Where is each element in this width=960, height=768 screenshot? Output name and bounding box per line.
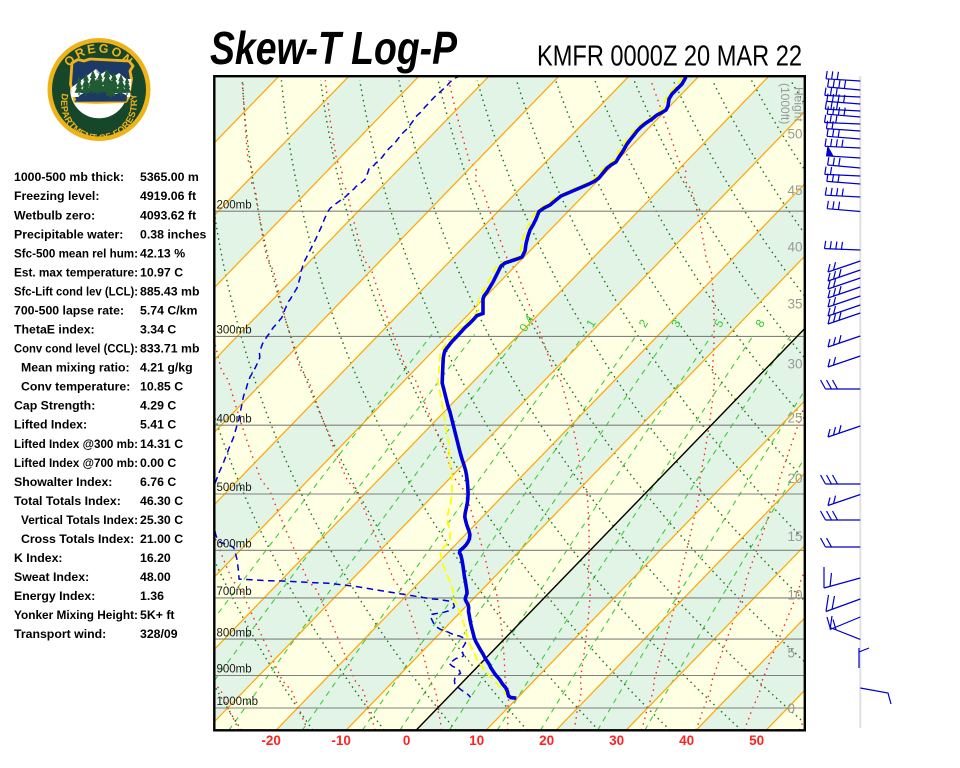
svg-text:Showalter Index:: Showalter Index: xyxy=(14,475,112,489)
svg-text:Est. max temperature:: Est. max temperature: xyxy=(14,265,138,279)
svg-text:42.13 %: 42.13 % xyxy=(140,246,185,260)
svg-text:50: 50 xyxy=(788,127,803,142)
svg-text:10: 10 xyxy=(469,733,484,748)
svg-text:-20: -20 xyxy=(261,733,281,748)
svg-text:1.36: 1.36 xyxy=(140,589,164,603)
svg-text:40: 40 xyxy=(788,240,803,255)
svg-text:6.76 C: 6.76 C xyxy=(140,475,176,489)
svg-text:700mb: 700mb xyxy=(217,586,252,598)
svg-text:0: 0 xyxy=(403,733,411,748)
svg-text:Energy Index:: Energy Index: xyxy=(14,589,95,603)
svg-text:Sfc-500 mean rel hum:: Sfc-500 mean rel hum: xyxy=(14,246,138,260)
svg-text:15: 15 xyxy=(788,529,803,544)
svg-text:4.29 C: 4.29 C xyxy=(140,399,176,413)
svg-text:0: 0 xyxy=(788,701,796,716)
svg-text:Yonker Mixing Height:: Yonker Mixing Height: xyxy=(14,608,138,622)
svg-text:46.30 C: 46.30 C xyxy=(140,494,183,508)
svg-text:900mb: 900mb xyxy=(217,664,252,676)
svg-text:Sfc-Lift cond lev (LCL):: Sfc-Lift cond lev (LCL): xyxy=(14,284,138,298)
svg-text:200mb: 200mb xyxy=(217,199,252,211)
svg-text:885.43 mb: 885.43 mb xyxy=(140,284,199,298)
svg-text:45: 45 xyxy=(788,183,803,198)
svg-text:Lifted Index:: Lifted Index: xyxy=(14,418,87,432)
svg-text:5.74 C/km: 5.74 C/km xyxy=(140,304,197,318)
svg-text:Cross Totals Index:: Cross Totals Index: xyxy=(21,532,134,546)
svg-text:16.20: 16.20 xyxy=(140,551,171,565)
svg-text:Total Totals Index:: Total Totals Index: xyxy=(14,494,121,508)
svg-text:Conv cond level (CCL):: Conv cond level (CCL): xyxy=(14,342,138,356)
svg-text:40: 40 xyxy=(679,733,694,748)
svg-text:KMFR 0000Z 20 MAR 22: KMFR 0000Z 20 MAR 22 xyxy=(537,41,802,73)
svg-text:50: 50 xyxy=(749,733,764,748)
svg-text:Precipitable water:: Precipitable water: xyxy=(14,227,123,241)
svg-text:1000-500 mb thick:: 1000-500 mb thick: xyxy=(14,170,124,184)
svg-text:5.41 C: 5.41 C xyxy=(140,418,176,432)
svg-text:Freezing level:: Freezing level: xyxy=(14,189,99,203)
svg-text:Vertical Totals Index:: Vertical Totals Index: xyxy=(21,513,138,527)
svg-text:800mb: 800mb xyxy=(217,627,252,639)
svg-text:25.30 C: 25.30 C xyxy=(140,513,183,527)
svg-text:4919.06 ft: 4919.06 ft xyxy=(140,189,196,203)
svg-text:30: 30 xyxy=(788,357,803,372)
svg-text:5365.00 m: 5365.00 m xyxy=(140,170,199,184)
svg-text:0.38 inches: 0.38 inches xyxy=(140,227,206,241)
svg-text:Skew-T Log-P: Skew-T Log-P xyxy=(210,22,457,74)
svg-text:500mb: 500mb xyxy=(217,482,252,494)
svg-text:48.00: 48.00 xyxy=(140,570,171,584)
svg-text:700-500 lapse rate:: 700-500 lapse rate: xyxy=(14,304,124,318)
svg-text:4093.62 ft: 4093.62 ft xyxy=(140,208,196,222)
svg-text:Mean mixing ratio:: Mean mixing ratio: xyxy=(21,361,130,375)
svg-text:400mb: 400mb xyxy=(217,413,252,425)
svg-text:833.71 mb: 833.71 mb xyxy=(140,342,199,356)
svg-text:21.00 C: 21.00 C xyxy=(140,532,183,546)
svg-text:Height: Height xyxy=(791,87,805,122)
svg-text:10.97 C: 10.97 C xyxy=(140,265,183,279)
svg-text:328/09: 328/09 xyxy=(140,627,178,641)
svg-text:4.21 g/kg: 4.21 g/kg xyxy=(140,361,193,375)
svg-text:20: 20 xyxy=(788,471,803,486)
svg-text:Lifted Index @700 mb:: Lifted Index @700 mb: xyxy=(14,456,138,470)
svg-text:35: 35 xyxy=(788,297,803,312)
svg-text:300mb: 300mb xyxy=(217,325,252,337)
svg-text:5: 5 xyxy=(788,645,796,660)
svg-text:(1000ft): (1000ft) xyxy=(778,83,792,124)
svg-text:Wetbulb zero:: Wetbulb zero: xyxy=(14,208,95,222)
svg-text:ThetaE index:: ThetaE index: xyxy=(14,323,95,337)
svg-text:K Index:: K Index: xyxy=(14,551,63,565)
svg-text:25: 25 xyxy=(788,410,803,425)
svg-text:20: 20 xyxy=(539,733,554,748)
svg-text:30: 30 xyxy=(609,733,624,748)
svg-text:5K+ ft: 5K+ ft xyxy=(140,608,175,622)
svg-text:10: 10 xyxy=(788,587,803,602)
svg-text:Transport wind:: Transport wind: xyxy=(14,627,106,641)
svg-text:Cap Strength:: Cap Strength: xyxy=(14,399,95,413)
svg-text:-10: -10 xyxy=(331,733,351,748)
svg-text:Sweat Index:: Sweat Index: xyxy=(14,570,89,584)
svg-text:14.31 C: 14.31 C xyxy=(140,437,183,451)
svg-text:1000mb: 1000mb xyxy=(217,696,259,708)
svg-text:Lifted Index @300 mb:: Lifted Index @300 mb: xyxy=(14,437,138,451)
svg-text:0.00 C: 0.00 C xyxy=(140,456,176,470)
svg-text:3.34 C: 3.34 C xyxy=(140,323,176,337)
svg-text:600mb: 600mb xyxy=(217,539,252,551)
svg-text:Conv temperature:: Conv temperature: xyxy=(21,380,130,394)
svg-text:10.85 C: 10.85 C xyxy=(140,380,183,394)
